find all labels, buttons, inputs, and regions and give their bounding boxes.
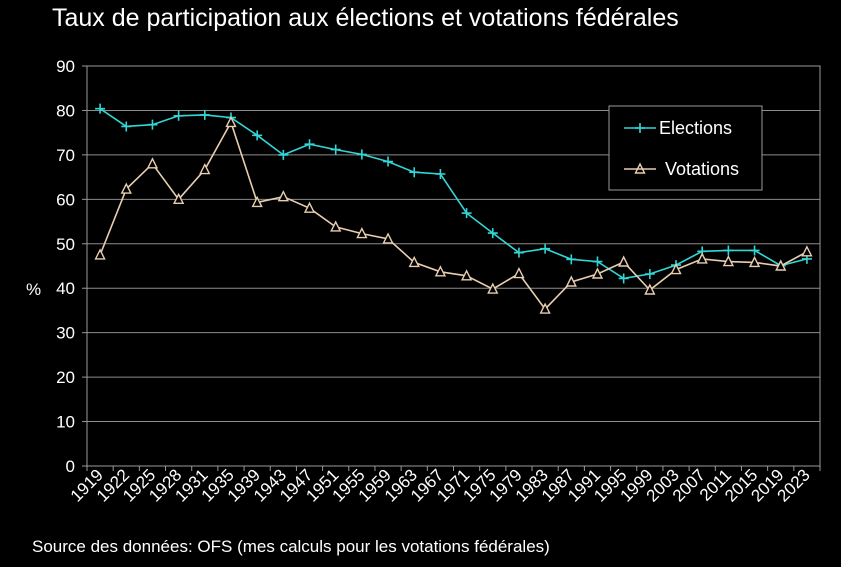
data-point-elections [330, 144, 341, 155]
data-point-votations [618, 255, 630, 267]
series-group [94, 103, 813, 314]
data-point-votations [251, 195, 263, 208]
data-point-elections [278, 149, 289, 160]
series-line-votations [99, 120, 808, 311]
data-point-votations [565, 275, 577, 287]
data-point-votations [172, 192, 185, 205]
y-tick-label: 0 [66, 457, 75, 476]
data-point-votations [199, 162, 211, 175]
data-point-votations [644, 283, 656, 295]
y-axis-label: % [26, 280, 41, 299]
data-point-votations [330, 220, 342, 232]
source-note: Source des données: OFS (mes calculs pou… [32, 537, 550, 556]
data-point-elections [199, 109, 210, 120]
data-point-elections [540, 243, 551, 254]
data-point-elections [513, 247, 524, 258]
data-point-votations [696, 252, 708, 264]
data-point-votations [146, 157, 159, 169]
data-point-elections [723, 245, 734, 256]
x-axis-ticks: 1919192219251928193119351939194319471951… [67, 465, 821, 506]
data-point-elections [461, 208, 472, 219]
y-tick-label: 20 [56, 368, 75, 387]
data-point-elections [383, 156, 394, 167]
data-point-elections [409, 167, 420, 178]
data-point-elections [749, 245, 760, 256]
data-point-elections [121, 121, 132, 132]
data-point-elections [356, 149, 367, 160]
data-point-votations [434, 265, 447, 277]
y-axis-ticks: 0 10 20 30 40 50 60 70 80 90 [56, 57, 87, 476]
data-point-elections [644, 269, 655, 279]
data-point-votations [748, 255, 761, 268]
data-point-votations [408, 255, 420, 268]
data-point-elections [487, 228, 498, 239]
data-point-elections [252, 130, 263, 141]
data-point-votations [225, 115, 237, 128]
legend-label-elections: Elections [659, 118, 732, 138]
legend-box [608, 105, 763, 191]
data-point-votations [539, 302, 551, 314]
legend: Elections Votations [608, 105, 763, 191]
data-point-elections [618, 273, 629, 284]
data-point-elections [435, 169, 446, 179]
legend-marker-elections [635, 123, 645, 133]
data-point-elections [592, 256, 603, 267]
series-line-elections [99, 108, 808, 280]
y-tick-label: 10 [56, 413, 75, 432]
data-point-votations [303, 201, 316, 213]
data-point-elections [304, 139, 315, 150]
data-point-votations [775, 259, 787, 271]
data-point-votations [513, 266, 525, 279]
y-tick-label: 50 [56, 235, 75, 254]
data-point-elections [566, 254, 577, 265]
chart-title: Taux de participation aux élections et v… [52, 4, 679, 32]
y-tick-label: 30 [56, 324, 75, 343]
y-tick-label: 40 [56, 279, 75, 298]
data-point-votations [591, 267, 604, 279]
data-point-votations [277, 190, 289, 202]
data-point-elections [95, 103, 106, 114]
data-point-votations [487, 282, 499, 294]
legend-marker-votations [634, 162, 646, 174]
data-point-votations [801, 245, 813, 257]
data-point-votations [382, 232, 394, 244]
y-tick-label: 70 [56, 146, 75, 165]
legend-label-votations: Votations [665, 159, 739, 179]
data-point-votations [670, 262, 682, 275]
data-point-votations [722, 254, 735, 267]
data-point-votations [94, 248, 106, 260]
data-point-votations [460, 269, 473, 281]
y-tick-label: 90 [56, 57, 75, 76]
y-tick-label: 60 [56, 190, 75, 209]
data-point-votations [120, 182, 132, 194]
data-point-elections [173, 110, 184, 121]
data-point-votations [356, 226, 368, 239]
y-tick-label: 80 [56, 101, 75, 120]
data-point-elections [147, 119, 158, 130]
